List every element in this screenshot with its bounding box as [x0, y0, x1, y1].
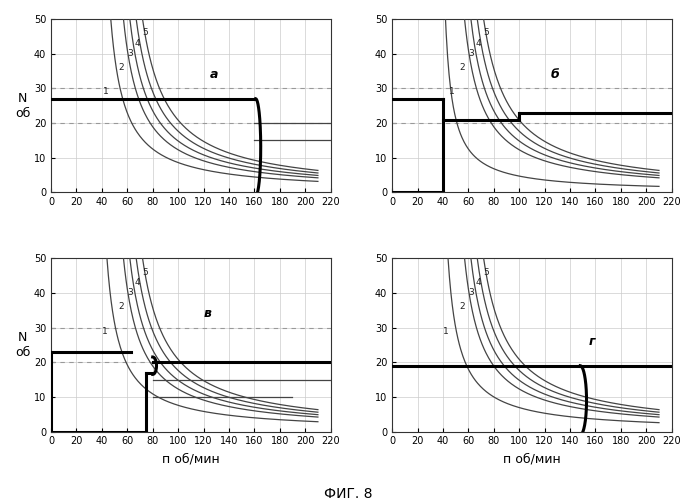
Text: г: г	[589, 335, 596, 348]
Text: 4: 4	[475, 39, 482, 48]
Text: 3: 3	[468, 288, 474, 298]
Text: 2: 2	[118, 302, 124, 312]
Y-axis label: N
об: N об	[15, 92, 31, 120]
Text: 2: 2	[459, 63, 465, 72]
Text: 5: 5	[142, 268, 148, 276]
Text: 1: 1	[449, 88, 454, 96]
Text: а: а	[210, 68, 219, 81]
Text: 4: 4	[475, 278, 482, 287]
Y-axis label: N
об: N об	[15, 331, 31, 359]
Text: 2: 2	[118, 63, 124, 72]
Text: 4: 4	[134, 278, 141, 287]
Text: 5: 5	[483, 268, 489, 276]
Text: 5: 5	[142, 28, 148, 38]
Text: 1: 1	[102, 326, 107, 336]
X-axis label: п об/мин: п об/мин	[503, 452, 561, 465]
Text: 3: 3	[468, 49, 474, 58]
Text: в: в	[203, 307, 212, 320]
X-axis label: п об/мин: п об/мин	[162, 452, 220, 465]
Text: б: б	[551, 68, 560, 81]
Text: 3: 3	[127, 49, 133, 58]
Text: 2: 2	[459, 302, 465, 312]
Text: 3: 3	[127, 288, 133, 298]
Text: 5: 5	[483, 28, 489, 38]
Text: 1: 1	[443, 326, 448, 336]
Text: ФИГ. 8: ФИГ. 8	[324, 486, 372, 500]
Text: 4: 4	[134, 39, 141, 48]
Text: 1: 1	[103, 88, 109, 96]
